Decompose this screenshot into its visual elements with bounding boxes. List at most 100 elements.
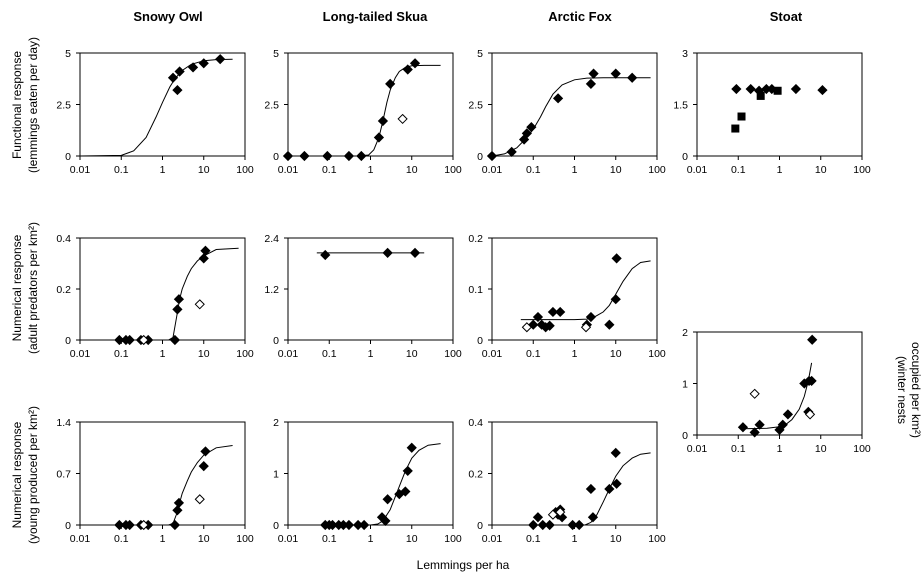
data-point xyxy=(343,519,355,531)
x-tick-label: 10 xyxy=(815,164,827,176)
y-tick-label: 2.4 xyxy=(264,233,279,245)
x-tick-label: 0.1 xyxy=(526,348,541,360)
data-point xyxy=(169,334,181,346)
data-point xyxy=(731,83,742,95)
data-point xyxy=(588,68,599,79)
y-tick-label: 0.7 xyxy=(56,469,71,481)
x-tick-label: 0.1 xyxy=(114,348,129,360)
data-point xyxy=(124,334,135,346)
y-tick-label: 0 xyxy=(682,151,688,163)
column-title-stoat: Stoat xyxy=(770,9,803,24)
y-tick-label: 0.2 xyxy=(468,469,483,481)
x-axis-label: Lemmings per ha xyxy=(417,558,510,572)
panel-skua-numerical-adults: 0.01 0.1 1 10 100 0 1.2 2.4 xyxy=(264,233,462,360)
data-point xyxy=(610,294,621,305)
y-tick-label: 0 xyxy=(682,430,688,442)
data-point-open xyxy=(194,494,205,505)
plot-frame xyxy=(79,52,246,157)
panel-owl-numerical-young: 0.01 0.1 1 10 100 0 0.7 1.4 xyxy=(56,417,254,545)
plot-frame xyxy=(287,52,454,157)
x-tick-label: 10 xyxy=(815,443,827,455)
y-tick-label: 1.5 xyxy=(673,100,688,112)
data-point xyxy=(406,442,417,453)
panel-fox-functional: 0.01 0.1 1 10 100 0 2.5 5 xyxy=(468,48,666,176)
x-tick-label: 100 xyxy=(444,533,462,545)
x-tick-label: 10 xyxy=(406,164,418,176)
y-tick-label: 0 xyxy=(273,151,279,163)
x-tick-label: 0.01 xyxy=(482,348,503,360)
data-point xyxy=(169,519,181,531)
x-tick-label: 100 xyxy=(853,443,871,455)
plot-frame xyxy=(287,421,454,526)
data-point-square xyxy=(756,91,765,100)
y-tick-label: 0.4 xyxy=(468,417,483,429)
row-label-2-line-1: Numerical response xyxy=(10,234,24,341)
data-point xyxy=(506,146,517,157)
data-point xyxy=(172,304,183,315)
data-point xyxy=(356,150,367,162)
data-point xyxy=(359,519,370,531)
x-tick-label: 0.1 xyxy=(322,164,337,176)
fitted-curve xyxy=(288,443,441,526)
data-point xyxy=(402,465,413,477)
x-tick-label: 100 xyxy=(236,348,254,360)
data-point xyxy=(611,253,622,264)
panel-owl-numerical-adults: 0.01 0.1 1 10 100 0 0.2 0.4 xyxy=(56,233,254,360)
data-point xyxy=(532,311,544,323)
plot-frame xyxy=(491,421,658,526)
fitted-curve xyxy=(79,58,233,157)
data-point-open xyxy=(194,299,205,310)
plot-frame xyxy=(696,52,863,157)
row-label-1-line-1: Functional response xyxy=(10,51,24,159)
data-point-open xyxy=(749,388,760,399)
x-tick-label: 100 xyxy=(236,533,254,545)
data-point xyxy=(610,447,621,459)
data-point xyxy=(817,84,828,96)
y-tick-label: 2.5 xyxy=(264,100,279,112)
data-point xyxy=(777,419,788,430)
data-point xyxy=(544,320,555,331)
data-point xyxy=(567,519,578,531)
panel-skua-numerical-young: 0.01 0.1 1 10 100 0 1 2 xyxy=(273,417,462,545)
x-tick-label: 100 xyxy=(444,348,462,360)
y-tick-label: 1.2 xyxy=(264,284,279,296)
row-label-1-line-2: (lemmings eaten per day) xyxy=(26,37,40,173)
y-tick-label: 0 xyxy=(477,520,483,532)
x-tick-label: 0.01 xyxy=(278,533,299,545)
data-point xyxy=(400,486,411,497)
data-point xyxy=(782,409,794,420)
data-point xyxy=(547,306,559,318)
x-tick-label: 1 xyxy=(368,533,374,545)
data-point-square xyxy=(731,124,740,133)
data-point xyxy=(200,446,211,457)
fitted-curve xyxy=(742,362,813,430)
x-tick-label: 0.01 xyxy=(482,164,503,176)
data-point xyxy=(320,249,331,261)
x-tick-label: 0.1 xyxy=(731,164,746,176)
data-point-open xyxy=(580,322,592,333)
y-tick-label: 0.2 xyxy=(468,233,483,245)
x-tick-label: 100 xyxy=(236,164,254,176)
data-point-open xyxy=(804,409,816,420)
x-tick-label: 0.01 xyxy=(482,533,503,545)
fitted-curve xyxy=(80,445,233,526)
plot-frame xyxy=(491,52,658,157)
data-point xyxy=(574,519,585,531)
data-point xyxy=(528,519,539,531)
y-tick-label: 1 xyxy=(273,469,279,481)
x-tick-label: 1 xyxy=(777,164,783,176)
plot-frame xyxy=(79,421,246,526)
data-point-square xyxy=(737,112,746,121)
x-tick-label: 10 xyxy=(406,348,418,360)
data-point xyxy=(172,84,183,96)
x-tick-label: 100 xyxy=(853,164,871,176)
x-tick-label: 10 xyxy=(198,348,210,360)
x-tick-label: 0.01 xyxy=(687,164,708,176)
data-point xyxy=(173,294,185,305)
data-point xyxy=(604,483,615,495)
panel-owl-functional: 0.01 0.1 1 10 100 0 2.5 5 xyxy=(56,48,254,176)
x-tick-label: 0.1 xyxy=(526,533,541,545)
data-point xyxy=(187,62,199,73)
x-tick-label: 10 xyxy=(610,348,622,360)
